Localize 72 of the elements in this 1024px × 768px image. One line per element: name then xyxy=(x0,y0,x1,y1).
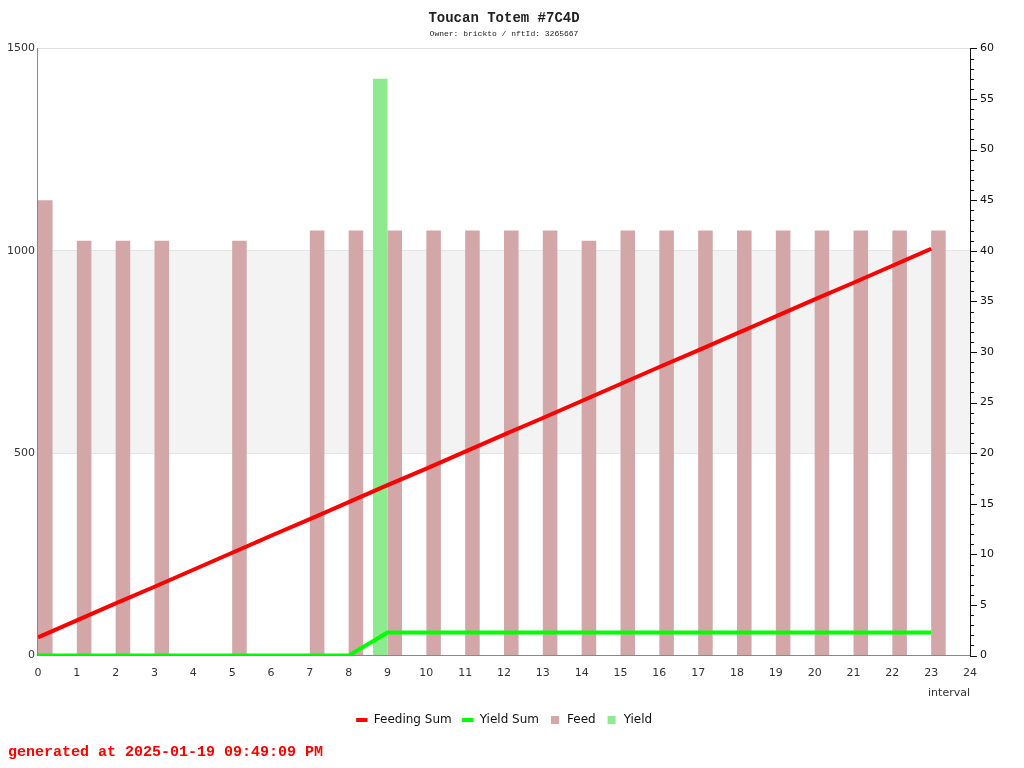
bar xyxy=(504,230,519,656)
bar xyxy=(931,230,946,656)
x-axis-title: interval xyxy=(928,686,970,700)
x-tick-label: 16 xyxy=(652,666,667,680)
y2-tick-label: 40 xyxy=(980,243,994,257)
y2-tick-label: 0 xyxy=(980,648,987,662)
bar xyxy=(620,230,636,656)
y-tick-label: 1500 xyxy=(6,41,35,55)
x-tick-label: 20 xyxy=(807,666,822,680)
chart-subtitle: Owner: brickto / nftId: 3265667 xyxy=(429,28,579,38)
x-tick-label: 17 xyxy=(691,666,706,680)
y2-tick-label: 55 xyxy=(980,91,994,105)
x-tick-label: 6 xyxy=(267,666,275,680)
legend-label: Feeding Sum xyxy=(373,712,452,727)
chart-title: Toucan Totem #7C4D xyxy=(428,9,580,26)
x-tick-label: 19 xyxy=(768,666,783,680)
x-tick-label: 4 xyxy=(189,666,197,680)
x-tick-label: 9 xyxy=(384,666,391,680)
bar xyxy=(372,78,388,656)
x-tick-label: 11 xyxy=(458,666,473,680)
text: generated at 2025-01-19 09:49:09 PM xyxy=(8,744,324,761)
bar xyxy=(426,230,441,656)
x-tick-label: 21 xyxy=(846,666,861,680)
y2-tick-label: 35 xyxy=(980,294,994,308)
x-tick-label: 13 xyxy=(535,666,550,680)
x-tick-label: 10 xyxy=(419,666,434,680)
y2-tick-label: 5 xyxy=(980,597,987,611)
legend-label: Feed xyxy=(567,712,596,727)
x-tick-label: 3 xyxy=(151,666,158,680)
bar xyxy=(659,230,674,656)
bar xyxy=(154,240,170,656)
bar xyxy=(465,230,480,656)
y2-tick-label: 25 xyxy=(980,395,994,409)
bar xyxy=(581,240,597,656)
bar xyxy=(542,230,558,656)
x-tick-label: 2 xyxy=(112,666,120,680)
bar xyxy=(115,240,131,656)
y2-tick-label: 50 xyxy=(980,142,994,156)
legend-label: Yield xyxy=(622,712,653,727)
y2-tick-label: 20 xyxy=(980,446,994,460)
x-tick-label: 7 xyxy=(306,666,314,680)
y-tick-label: 500 xyxy=(13,446,35,460)
x-tick-label: 24 xyxy=(963,666,977,680)
x-tick-label: 15 xyxy=(613,666,628,680)
x-tick-label: 23 xyxy=(924,666,939,680)
x-tick-label: 22 xyxy=(885,666,900,680)
x-tick-label: 1 xyxy=(73,666,81,680)
y2-tick-label: 45 xyxy=(980,193,994,207)
bar xyxy=(37,200,53,656)
y2-tick-label: 60 xyxy=(980,41,994,55)
y2-tick-label: 10 xyxy=(980,547,994,561)
y2-tick-label: 30 xyxy=(980,344,994,358)
bar xyxy=(737,230,752,656)
bar xyxy=(853,230,869,656)
x-tick-label: 8 xyxy=(345,666,353,680)
y2-tick-label: 15 xyxy=(980,496,994,510)
bar xyxy=(348,230,364,656)
bar xyxy=(892,230,907,656)
x-tick-label: 14 xyxy=(574,666,589,680)
y-tick-label: 0 xyxy=(27,648,35,662)
y-tick-label: 1000 xyxy=(6,243,35,257)
bar xyxy=(698,230,713,656)
bar xyxy=(814,230,830,656)
x-tick-label: 18 xyxy=(730,666,744,680)
bar xyxy=(387,230,403,656)
bar xyxy=(76,240,92,656)
bar xyxy=(309,230,325,656)
x-tick-label: 12 xyxy=(497,666,511,680)
bar xyxy=(232,240,247,656)
x-tick-label: 5 xyxy=(228,666,236,680)
legend-label: Yield Sum xyxy=(478,712,539,727)
bar xyxy=(775,230,791,656)
